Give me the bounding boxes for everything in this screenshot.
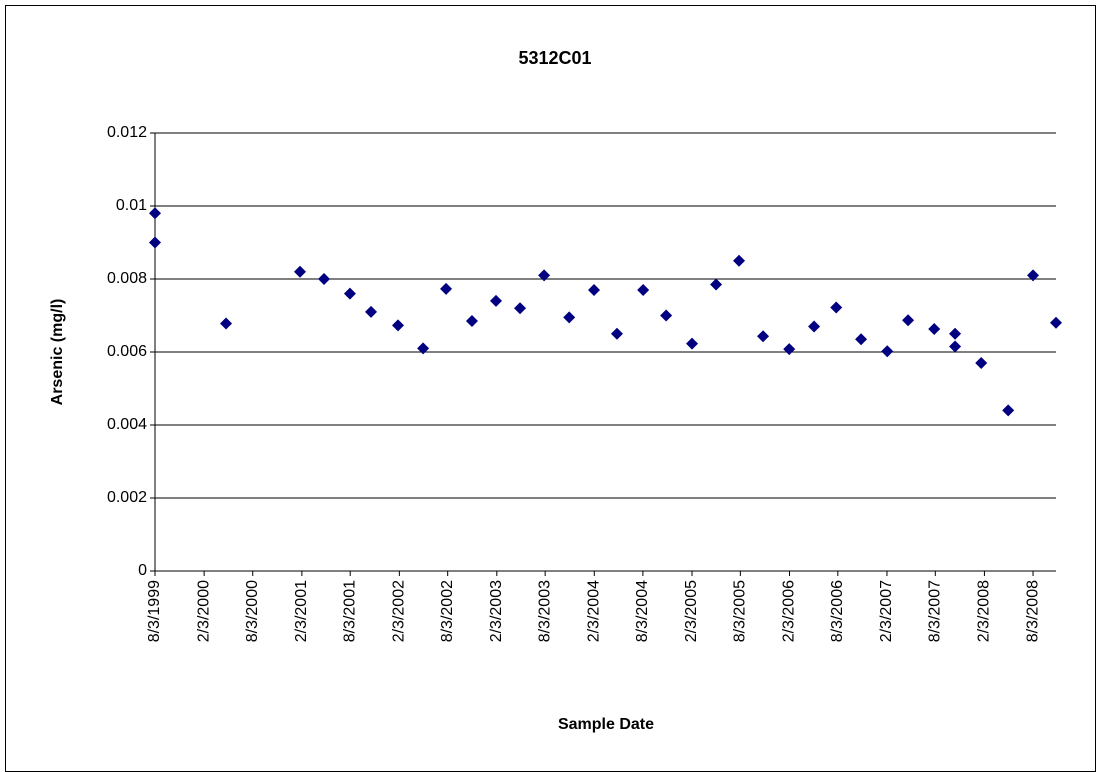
x-tick-label: 8/3/2006 bbox=[829, 580, 846, 642]
data-point bbox=[783, 343, 796, 356]
data-point bbox=[440, 282, 453, 295]
data-point bbox=[294, 265, 307, 278]
x-tick-label: 2/3/2004 bbox=[586, 580, 603, 642]
x-tick-label: 8/3/2007 bbox=[927, 580, 944, 642]
chart-border bbox=[5, 5, 1096, 772]
y-tick-label: 0.01 bbox=[116, 197, 147, 214]
x-tick-label: 2/3/2003 bbox=[488, 580, 505, 642]
x-tick-label: 8/3/2002 bbox=[439, 580, 456, 642]
data-point bbox=[365, 305, 378, 318]
data-point bbox=[588, 283, 601, 296]
data-point bbox=[757, 330, 770, 343]
x-tick-label: 8/3/2005 bbox=[732, 580, 749, 642]
data-point bbox=[949, 340, 962, 353]
data-point bbox=[1002, 404, 1015, 417]
data-point bbox=[733, 254, 746, 267]
y-axis-title: Arsenic (mg/l) bbox=[49, 299, 66, 406]
data-point bbox=[808, 320, 821, 333]
data-point bbox=[538, 269, 551, 282]
data-point bbox=[514, 302, 527, 315]
y-tick-label: 0.008 bbox=[107, 270, 147, 287]
data-point bbox=[220, 317, 233, 330]
y-tick-label: 0.012 bbox=[107, 124, 147, 141]
x-tick-label: 2/3/2001 bbox=[293, 580, 310, 642]
data-point bbox=[881, 345, 894, 358]
x-tick-label: 8/3/2004 bbox=[634, 580, 651, 642]
x-tick-label: 2/3/2008 bbox=[976, 580, 993, 642]
x-tick-label: 2/3/2002 bbox=[391, 580, 408, 642]
data-point bbox=[392, 319, 405, 332]
data-point bbox=[149, 236, 161, 249]
data-point bbox=[1027, 269, 1040, 282]
data-point bbox=[343, 287, 356, 300]
data-point bbox=[902, 314, 915, 327]
data-point bbox=[928, 323, 941, 336]
chart-title: 5312C01 bbox=[518, 48, 591, 68]
data-point bbox=[975, 356, 988, 369]
y-tick-label: 0.006 bbox=[107, 343, 147, 360]
x-tick-label: 2/3/2006 bbox=[781, 580, 798, 642]
x-tick-label: 2/3/2000 bbox=[195, 580, 212, 642]
x-tick-label: 8/3/1999 bbox=[146, 580, 163, 642]
x-tick-label: 2/3/2007 bbox=[878, 580, 895, 642]
data-point bbox=[710, 278, 723, 291]
data-point bbox=[660, 309, 673, 322]
x-tick-label: 8/3/2001 bbox=[341, 580, 358, 642]
y-tick-label: 0.002 bbox=[107, 489, 147, 506]
data-point bbox=[686, 337, 699, 350]
x-tick-label: 2/3/2005 bbox=[683, 580, 700, 642]
x-axis-title: Sample Date bbox=[558, 716, 654, 733]
data-point bbox=[830, 301, 843, 314]
data-point bbox=[610, 327, 623, 340]
x-tick-label: 8/3/2003 bbox=[536, 580, 553, 642]
y-tick-label: 0.004 bbox=[107, 416, 147, 433]
data-point bbox=[563, 311, 576, 324]
data-point bbox=[490, 294, 503, 307]
x-tick-label: 8/3/2008 bbox=[1024, 580, 1041, 642]
data-point bbox=[149, 207, 161, 220]
data-point bbox=[465, 314, 478, 327]
data-point bbox=[855, 333, 868, 346]
data-point bbox=[1050, 316, 1062, 329]
y-tick-label: 0 bbox=[138, 562, 147, 579]
x-tick-label: 8/3/2000 bbox=[244, 580, 261, 642]
data-point bbox=[318, 273, 331, 285]
data-point bbox=[949, 327, 962, 340]
data-point bbox=[637, 283, 650, 296]
data-point bbox=[417, 342, 430, 355]
